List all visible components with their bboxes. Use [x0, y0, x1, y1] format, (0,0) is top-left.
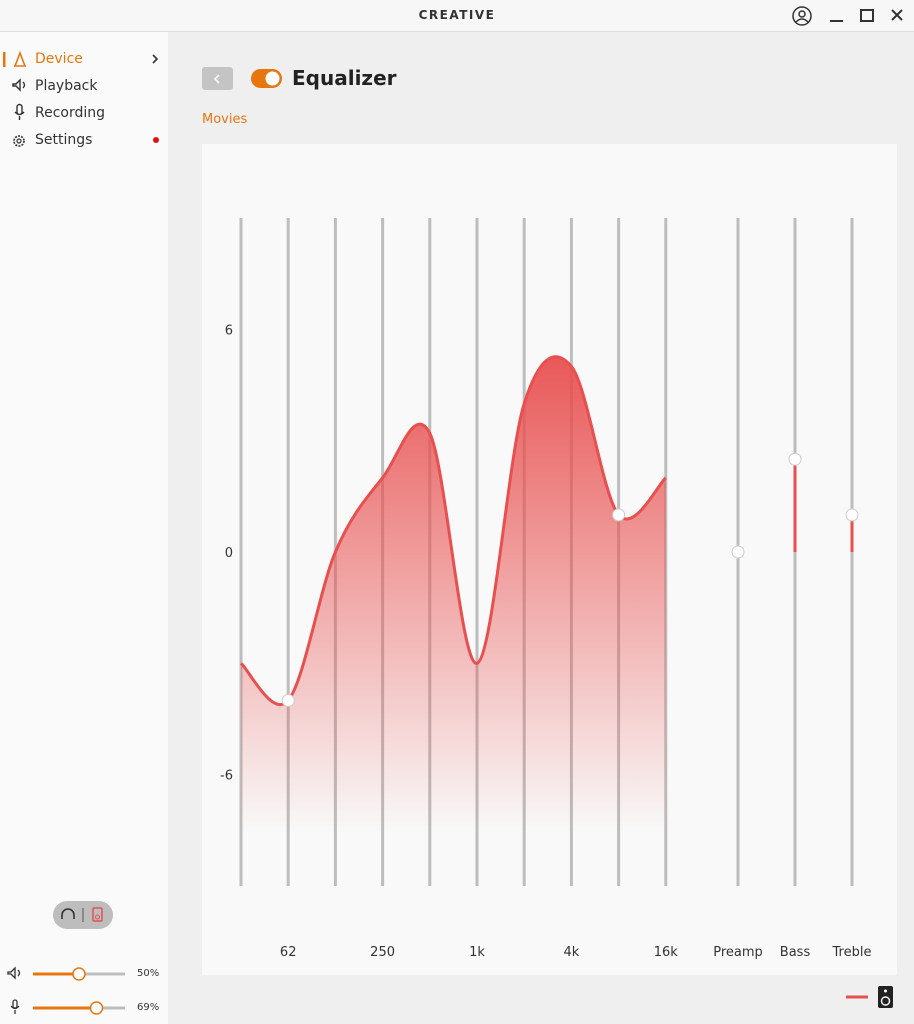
window-controls — [792, 6, 903, 26]
band-label: 16k — [654, 945, 679, 960]
level-thumb[interactable] — [89, 1001, 104, 1015]
recording-icon — [14, 103, 25, 120]
volume-icon — [7, 966, 21, 980]
title-bar: CREATIVE — [0, 0, 914, 32]
y-tick-label: 0 — [225, 546, 233, 561]
band-label: 4k — [563, 945, 579, 960]
eq-curve — [239, 355, 667, 706]
preset-name[interactable]: Movies — [202, 112, 248, 127]
header-controls — [202, 67, 282, 90]
chevron-icon — [152, 54, 159, 64]
maximize-button[interactable] — [860, 9, 874, 22]
playback-icon — [12, 78, 26, 92]
output-toggle[interactable] — [53, 901, 113, 929]
eq-area — [241, 356, 666, 886]
nav-settings[interactable]: Settings — [35, 132, 93, 148]
sidebar: Device Playback Recording Settings 50% 6… — [0, 32, 168, 1024]
account-button[interactable] — [792, 6, 812, 26]
volume-percent: 50% — [137, 968, 160, 979]
speaker-legend — [846, 986, 893, 1008]
band-label: 250 — [370, 945, 395, 960]
eq-toggle[interactable] — [251, 69, 282, 88]
settings-icon — [13, 135, 25, 147]
band-handle[interactable] — [281, 693, 295, 707]
mic-percent: 69% — [137, 1002, 160, 1013]
back-button[interactable] — [202, 67, 233, 90]
extra-handle[interactable] — [788, 452, 802, 466]
app-brand: CREATIVE — [418, 8, 496, 22]
extra-label: Preamp — [713, 945, 763, 960]
device-icon — [14, 50, 26, 67]
extra-label: Bass — [780, 945, 811, 960]
nav-playback[interactable]: Playback — [35, 78, 98, 94]
nav-recording[interactable]: Recording — [35, 105, 106, 121]
band-label: 62 — [280, 945, 297, 960]
band-handle[interactable] — [612, 508, 626, 522]
extra-handle[interactable] — [845, 508, 859, 522]
active-indicator — [3, 52, 6, 67]
band-label: 1k — [469, 945, 485, 960]
extra-label: Treble — [832, 945, 872, 960]
mic-icon — [10, 999, 20, 1014]
nav-device[interactable]: Device — [35, 51, 83, 67]
y-tick-label: 6 — [225, 323, 233, 338]
notification-dot — [153, 137, 159, 143]
close-button[interactable] — [891, 9, 903, 21]
level-thumb[interactable] — [72, 967, 86, 981]
page-title: Equalizer — [292, 66, 397, 90]
sidebar-icons — [3, 50, 159, 1015]
extra-handle[interactable] — [731, 545, 745, 559]
y-tick-label: -6 — [220, 769, 233, 784]
